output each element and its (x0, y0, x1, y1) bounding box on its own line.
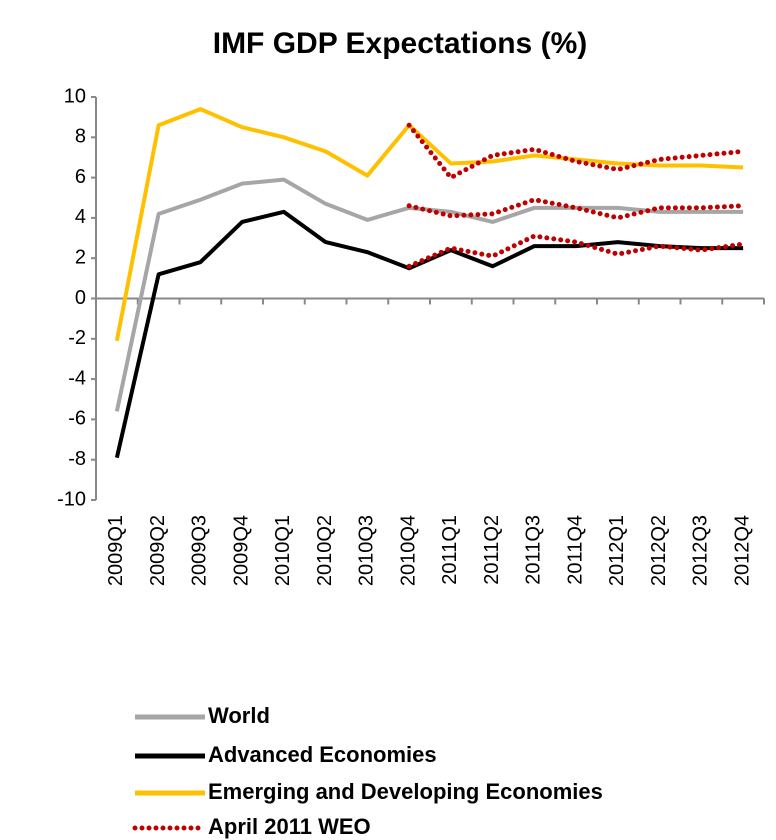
x-tick-label: 2009Q3 (189, 515, 211, 586)
y-tick-label: 8 (75, 126, 86, 148)
x-tick-label: 2012Q3 (690, 515, 712, 586)
legend-label: Advanced Economies (208, 742, 437, 767)
series-line (114, 107, 744, 342)
legend-label: Emerging and Developing Economies (208, 779, 603, 804)
series-line (114, 177, 744, 412)
y-tick-label: 4 (75, 206, 86, 228)
y-tick-label: 10 (64, 85, 86, 107)
forecast-line (406, 197, 746, 221)
y-tick-label: 0 (75, 287, 86, 309)
y-tick-label: 2 (75, 246, 86, 268)
y-tick-label: -6 (68, 408, 86, 430)
x-tick-label: 2009Q2 (147, 515, 169, 586)
x-tick-label: 2010Q2 (314, 515, 336, 586)
legend-label: April 2011 WEO (208, 814, 371, 839)
forecast-line (406, 122, 746, 181)
x-tick-label: 2011Q4 (564, 515, 586, 585)
legend-label: World (208, 703, 270, 728)
x-tick-label: 2009Q4 (230, 515, 252, 586)
y-tick-label: -8 (68, 448, 86, 470)
y-tick-label: -4 (68, 367, 86, 389)
forecast-line (406, 233, 746, 269)
x-tick-label: 2009Q1 (105, 515, 127, 586)
y-tick-label: 6 (75, 166, 86, 188)
chart-title: IMF GDP Expectations (%) (213, 27, 588, 60)
y-tick-label: -2 (68, 327, 86, 349)
x-tick-label: 2010Q3 (356, 515, 378, 586)
x-tick-label: 2011Q1 (439, 515, 461, 585)
y-tick-label: -10 (57, 488, 86, 510)
x-tick-label: 2010Q4 (397, 515, 419, 586)
x-tick-label: 2012Q1 (606, 515, 628, 586)
x-tick-label: 2012Q4 (731, 515, 753, 586)
x-tick-label: 2010Q1 (272, 515, 294, 586)
x-tick-label: 2012Q2 (648, 515, 670, 586)
x-tick-label: 2011Q3 (523, 515, 545, 585)
x-tick-label: 2011Q2 (481, 515, 503, 585)
